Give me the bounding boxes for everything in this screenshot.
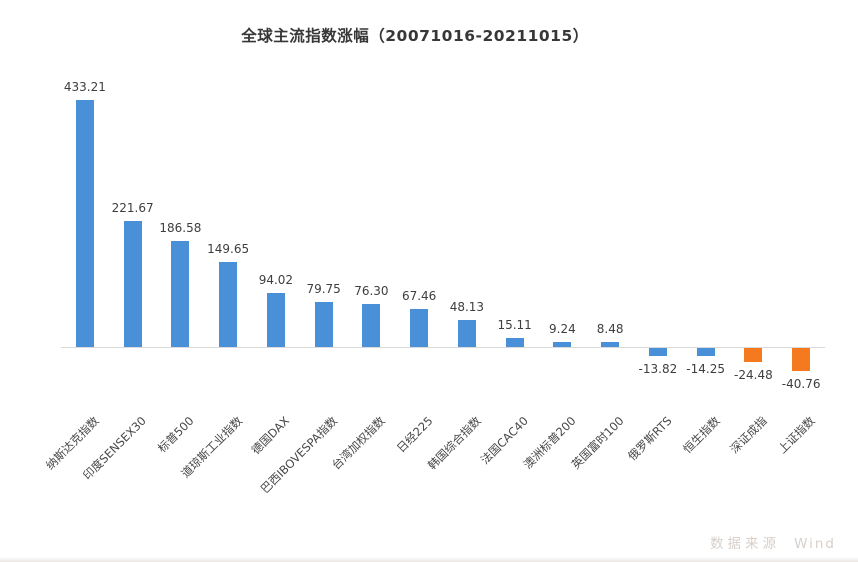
bar-group: 8.48 [586, 60, 634, 405]
bar [219, 261, 238, 347]
bar-value-label: 149.65 [207, 241, 250, 256]
bar-value-label: 433.21 [63, 80, 106, 95]
x-axis-line [61, 347, 825, 348]
x-axis-label: 恒生指数 [679, 413, 723, 457]
bar [266, 293, 285, 347]
bar [75, 100, 94, 347]
chart-title: 全球主流指数涨幅（20071016-20211015） [241, 27, 589, 45]
bar-value-label: 221.67 [111, 200, 154, 215]
bar [744, 348, 763, 362]
plot-area: 433.21 221.67 186.58 149.65 94.02 79.75 76.30 6… [61, 60, 825, 405]
bar-value-label: -24.48 [734, 367, 773, 382]
bar [314, 301, 333, 347]
bar-value-label: 94.02 [258, 273, 294, 288]
bar [648, 348, 667, 356]
bar-group: -14.25 [682, 60, 730, 405]
bar-group: 79.75 [300, 60, 348, 405]
bar-group: -13.82 [634, 60, 682, 405]
bar [601, 342, 620, 347]
x-axis-label: 俄罗斯RTS [624, 413, 675, 464]
x-axis-label: 深证成指 [727, 413, 770, 457]
bar-value-label: 15.11 [497, 318, 532, 333]
x-axis-labels: 纳斯达克指数 印度SENSEX30 标普500 道琼斯工业指数 德国DAX 巴西IBOVE… [43, 405, 825, 520]
bar-value-label: 48.13 [449, 299, 485, 314]
bar-group: 9.24 [539, 60, 587, 405]
source-watermark: 数据来源 Wind [710, 532, 836, 552]
bar-value-label: 67.46 [401, 288, 437, 303]
bar-group: 186.58 [157, 60, 205, 405]
bar-group: 221.67 [109, 60, 157, 405]
bar-value-label: -40.76 [781, 377, 821, 392]
bar-group: 76.30 [348, 60, 396, 405]
bar [553, 341, 572, 347]
bar-group: 149.65 [204, 60, 252, 405]
bar [410, 308, 429, 347]
bar-group: 67.46 [395, 60, 443, 405]
bar-group: 433.21 [61, 60, 109, 405]
bar [457, 319, 476, 347]
source-label: 数据来源 [710, 536, 781, 552]
bar [505, 338, 524, 347]
bar-value-label: 9.24 [549, 321, 576, 336]
bar-group: 48.13 [443, 60, 491, 405]
bar [792, 348, 811, 372]
bar-group: -24.48 [730, 60, 778, 405]
bar-value-label: 186.58 [159, 220, 202, 235]
bar [123, 220, 142, 347]
bar-value-label: -13.82 [638, 361, 678, 376]
x-axis-label: 德国DAX [249, 413, 293, 458]
bar-value-label: 79.75 [306, 281, 341, 296]
bar-value-label: -14.25 [686, 362, 725, 377]
x-axis-label: 上证指数 [775, 413, 818, 457]
bar [171, 240, 190, 347]
x-axis-label: 标普500 [155, 413, 197, 456]
bar-group: 94.02 [252, 60, 300, 405]
bar-group: -40.76 [777, 60, 825, 405]
source-name: Wind [794, 536, 836, 552]
bar-value-label: 76.30 [354, 283, 389, 298]
x-axis-label: 日经225 [394, 413, 436, 456]
bottom-edge [0, 557, 858, 562]
bar-group: 15.11 [491, 60, 539, 405]
bar [696, 348, 715, 357]
bar [362, 303, 381, 347]
bar-value-label: 8.48 [596, 322, 624, 337]
